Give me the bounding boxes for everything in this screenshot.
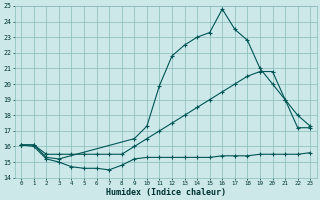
X-axis label: Humidex (Indice chaleur): Humidex (Indice chaleur) bbox=[106, 188, 226, 197]
